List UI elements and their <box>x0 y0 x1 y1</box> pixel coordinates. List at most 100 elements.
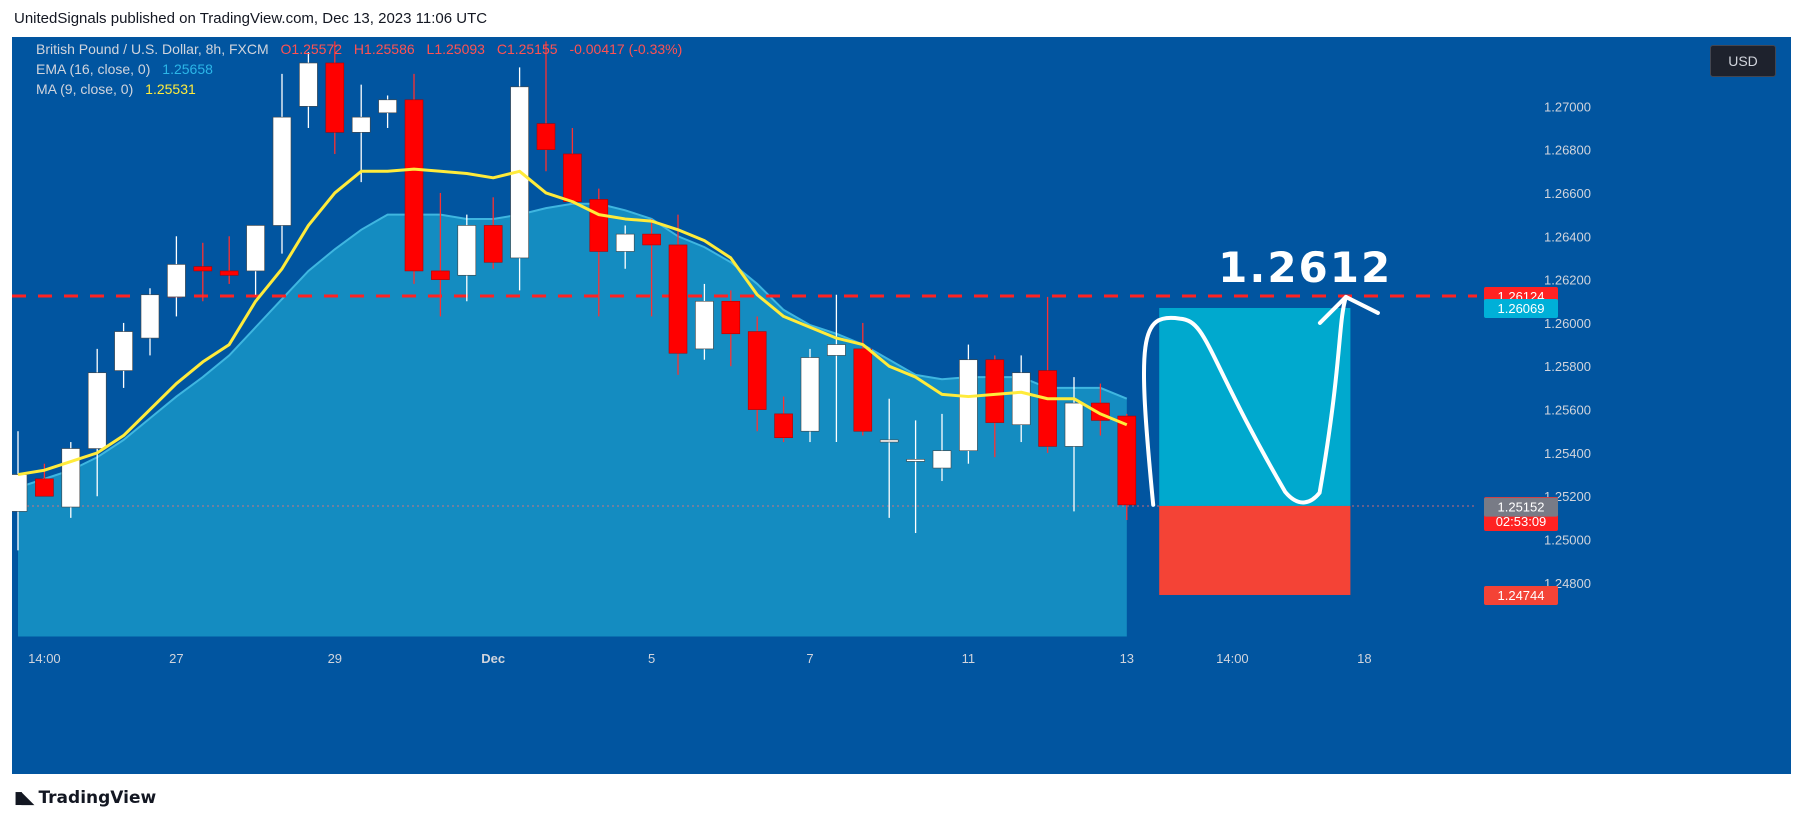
y-tick-label: 1.25000 <box>1544 533 1591 548</box>
candle-body <box>1117 415 1137 506</box>
legend-close: C1.25155 <box>496 41 558 57</box>
candle-body <box>1038 370 1057 447</box>
y-tick-label: 1.25800 <box>1544 359 1591 374</box>
legend-high: H1.25586 <box>353 41 415 57</box>
candle-body <box>61 448 81 508</box>
x-tick-label: Dec <box>481 651 505 666</box>
candle-body <box>563 153 582 202</box>
price-axis[interactable]: 1.27000 1.26800 1.26600 1.26400 1.26200 1.260… <box>1544 99 1591 591</box>
y-tick-label: 1.26200 <box>1544 273 1591 288</box>
candle-body <box>404 99 424 272</box>
ma-line-layer <box>17 167 1128 477</box>
x-tick-label: 27 <box>169 651 183 666</box>
y-tick-label: 1.25600 <box>1544 403 1591 418</box>
y-tick-label: 1.26400 <box>1544 229 1591 244</box>
footer-brand: TradingView <box>38 788 157 808</box>
position-layer <box>1159 307 1351 595</box>
legend-open: O1.25572 <box>280 41 343 57</box>
tradingview-logo-icon: ▮◣ <box>14 788 34 808</box>
y-tick-label: 1.25400 <box>1544 446 1591 461</box>
candle-body <box>35 478 54 497</box>
candle-body <box>827 344 846 356</box>
x-tick-label: 7 <box>806 651 813 666</box>
legend-ema-value: 1.25658 <box>162 61 213 77</box>
stop-box <box>1159 505 1351 595</box>
x-tick-label: 14:00 <box>28 651 61 666</box>
candles-layer <box>12 41 1137 551</box>
legend-change: -0.00417 (-0.33%) <box>569 41 683 57</box>
candle-body <box>299 62 318 107</box>
legend-ma-row[interactable]: MA (9, close, 0) 1.25531 <box>36 81 196 97</box>
legend-ma-value: 1.25531 <box>145 81 196 97</box>
candle-body <box>87 372 107 449</box>
ma-line <box>17 167 1128 477</box>
candle-body <box>985 359 1005 423</box>
y-tick-label: 1.26800 <box>1544 143 1591 158</box>
candle-body <box>774 413 793 439</box>
price-label-tag <box>1484 585 1558 605</box>
price-label-tag <box>1484 298 1558 318</box>
candle-body <box>12 474 28 512</box>
chart-area[interactable]: 1.2612 1.27000 1.26800 1.26600 1.26400 1.262… <box>12 37 1791 774</box>
candle-body <box>325 62 345 133</box>
x-tick-label: 14:00 <box>1216 651 1249 666</box>
publish-header: UnitedSignals published on TradingView.c… <box>14 10 488 27</box>
x-tick-label: 13 <box>1120 651 1134 666</box>
candle-body <box>1011 372 1031 426</box>
price-label-tag <box>1484 497 1558 517</box>
candle-body <box>431 270 450 280</box>
price-label-countdown: 02:53:09 <box>1496 514 1547 529</box>
candle-body <box>167 264 186 298</box>
candle-body <box>800 357 820 432</box>
candle-body <box>1064 402 1084 447</box>
tradingview-logo[interactable]: ▮◣ TradingView <box>14 788 156 808</box>
candle-body <box>589 199 609 252</box>
candle-body <box>536 123 556 150</box>
x-tick-label: 18 <box>1357 651 1371 666</box>
price-label-text: 1.25152 <box>1498 500 1545 515</box>
price-labels-layer: 1.261241.260691.2515502:53:091.251521.24… <box>1484 287 1558 605</box>
candle-body <box>853 348 873 432</box>
target-box <box>1159 307 1351 506</box>
candle-body <box>272 116 292 226</box>
candle-body <box>219 270 239 276</box>
candle-body <box>721 300 741 335</box>
price-label-text: 1.26069 <box>1498 301 1545 316</box>
candle-body <box>193 266 213 272</box>
candle-body <box>906 459 925 462</box>
x-tick-label: 11 <box>962 651 976 666</box>
candle-body <box>457 225 477 276</box>
candle-body <box>114 331 133 371</box>
legend-ma-label: MA (9, close, 0) <box>36 81 134 97</box>
legend-ema-row[interactable]: EMA (16, close, 0) 1.25658 <box>36 61 213 77</box>
candle-body <box>879 439 899 443</box>
candle-body <box>140 294 160 339</box>
chart-canvas[interactable]: 1.2612 1.27000 1.26800 1.26600 1.26400 1.262… <box>12 37 1791 774</box>
legend-symbol-row: British Pound / U.S. Dollar, 8h, FXCM O1… <box>36 41 682 57</box>
x-tick-label: 29 <box>328 651 342 666</box>
time-axis[interactable]: 14:00 27 29 Dec 5 7 11 13 14:00 18 <box>12 636 1791 666</box>
level-annotation: 1.2612 <box>1218 243 1392 292</box>
candle-body <box>246 225 265 272</box>
candle-body <box>668 244 688 354</box>
candle-body <box>959 359 978 452</box>
candle-body <box>483 225 503 263</box>
candle-body <box>378 99 397 114</box>
legend-ema-label: EMA (16, close, 0) <box>36 61 151 77</box>
price-label-text: 1.24744 <box>1498 588 1545 603</box>
candle-body <box>351 116 371 133</box>
candle-body <box>695 300 714 350</box>
forecast-arrowhead <box>1317 294 1380 325</box>
candle-body <box>747 331 767 410</box>
currency-button[interactable]: USD <box>1710 45 1776 77</box>
legend-low: L1.25093 <box>426 41 485 57</box>
y-tick-label: 1.26600 <box>1544 186 1591 201</box>
x-tick-label: 5 <box>648 651 655 666</box>
ema-area <box>18 203 1127 638</box>
forecast-curve <box>1141 294 1348 507</box>
forecast-layer: 1.2612 <box>1141 243 1392 507</box>
candle-body <box>642 233 661 246</box>
candle-body <box>932 450 952 469</box>
y-tick-label: 1.26000 <box>1544 316 1591 331</box>
legend-symbol: British Pound / U.S. Dollar, 8h, FXCM <box>36 41 269 57</box>
